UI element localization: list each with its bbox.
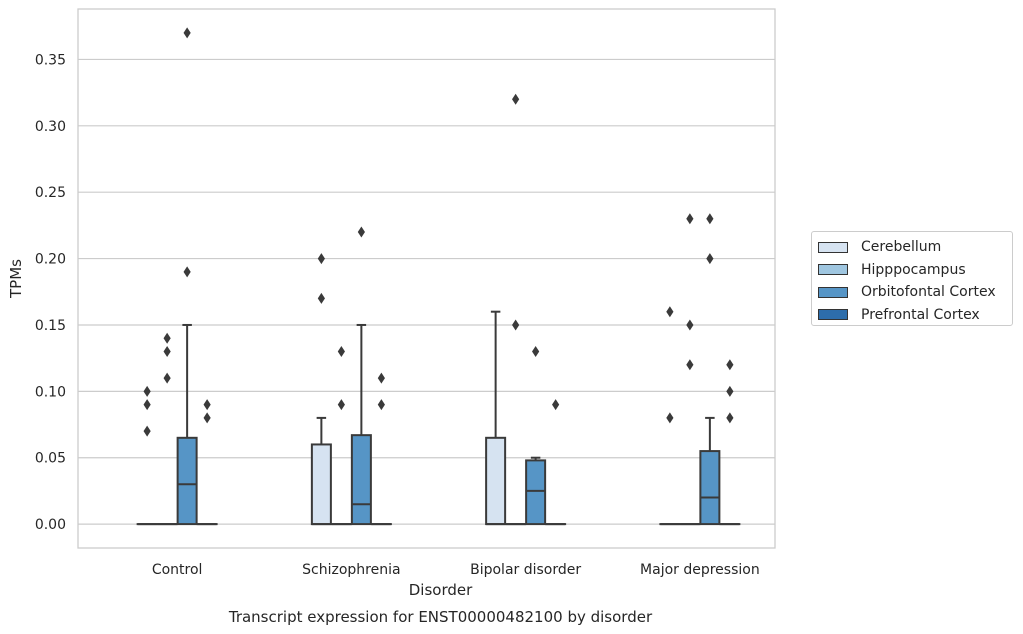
box-cerebellum — [485, 310, 507, 526]
legend: Cerebellum Hipppocampus Orbitofontal Cor… — [811, 231, 1013, 326]
box-body — [350, 434, 372, 526]
box-prefrontal-cortex — [370, 372, 392, 526]
outlier-point — [163, 332, 171, 344]
legend-item-cerebellum: Cerebellum — [818, 236, 1012, 259]
x-tick-label: Bipolar disorder — [470, 562, 581, 578]
outlier-point — [686, 319, 694, 331]
legend-swatch — [818, 286, 848, 298]
outlier-point — [183, 266, 191, 278]
box-orbitofontal-cortex — [176, 27, 198, 526]
y-tick-label: 0.20 — [35, 252, 66, 268]
plot-frame — [77, 8, 776, 549]
outlier-point — [143, 385, 151, 397]
box-hipppocampus — [156, 332, 178, 526]
outlier-point — [726, 412, 734, 424]
outlier-point — [532, 346, 540, 358]
outlier-point — [512, 93, 520, 105]
outlier-point — [686, 213, 694, 225]
outlier-point — [357, 226, 365, 238]
box-cerebellum — [310, 253, 332, 526]
box-body — [176, 436, 198, 526]
box-body — [310, 443, 332, 526]
outlier-point — [163, 372, 171, 384]
box-orbitofontal-cortex — [525, 346, 547, 526]
legend-item-prefrontal-cortex: Prefrontal Cortex — [818, 304, 1012, 327]
outlier-point — [377, 399, 385, 411]
outlier-point — [666, 412, 674, 424]
box-body — [699, 450, 721, 526]
legend-item-hippocampus: Hipppocampus — [818, 259, 1012, 282]
outlier-point — [143, 399, 151, 411]
boxes — [136, 27, 741, 526]
x-axis-title: Disorder — [409, 581, 473, 599]
box-cerebellum — [659, 306, 681, 526]
outlier-point — [706, 213, 714, 225]
y-tick-label: 0.05 — [35, 451, 66, 467]
box-cerebellum — [136, 385, 158, 526]
y-tick-label: 0.10 — [35, 384, 66, 400]
box-hipppocampus — [330, 346, 352, 526]
legend-swatch — [818, 309, 848, 321]
box-hipppocampus — [505, 93, 527, 526]
legend-label: Orbitofontal Cortex — [861, 284, 996, 301]
y-tick-label: 0.15 — [35, 318, 66, 334]
y-tick-labels: 0.00 0.05 0.10 0.15 0.20 0.25 0.30 0.35 — [35, 52, 66, 533]
outlier-point — [317, 292, 325, 304]
outlier-point — [686, 359, 694, 371]
outlier-point — [706, 253, 714, 265]
box-orbitofontal-cortex — [699, 213, 721, 526]
y-axis-title: TPMs — [7, 259, 25, 299]
outlier-point — [512, 319, 520, 331]
box-prefrontal-cortex — [719, 359, 741, 526]
x-tick-label: Control — [152, 562, 203, 578]
box-prefrontal-cortex — [196, 399, 218, 526]
legend-label: Hipppocampus — [861, 261, 966, 278]
outlier-point — [183, 27, 191, 39]
outlier-point — [726, 385, 734, 397]
y-tick-label: 0.35 — [35, 52, 66, 68]
outlier-point — [203, 412, 211, 424]
legend-swatch — [818, 264, 848, 276]
chart-title: Transcript expression for ENST0000048210… — [228, 608, 653, 626]
box-body — [525, 459, 547, 526]
outlier-point — [726, 359, 734, 371]
outlier-point — [666, 306, 674, 318]
outlier-point — [317, 253, 325, 265]
legend-label: Cerebellum — [861, 239, 942, 256]
legend-item-orbitofrontal-cortex: Orbitofontal Cortex — [818, 281, 1012, 304]
outlier-point — [552, 399, 560, 411]
box-hipppocampus — [679, 213, 701, 526]
y-tick-label: 0.30 — [35, 119, 66, 135]
outlier-point — [143, 425, 151, 437]
box-orbitofontal-cortex — [350, 226, 372, 526]
outlier-point — [163, 346, 171, 358]
x-tick-labels: Control Schizophrenia Bipolar disorder Majo… — [152, 562, 760, 578]
box-prefrontal-cortex — [545, 399, 567, 526]
outlier-point — [337, 399, 345, 411]
x-tick-label: Major depression — [640, 562, 760, 578]
box-body — [485, 436, 507, 526]
x-tick-label: Schizophrenia — [302, 562, 400, 578]
outlier-point — [337, 346, 345, 358]
legend-label: Prefrontal Cortex — [861, 306, 980, 323]
y-tick-label: 0.25 — [35, 185, 66, 201]
outlier-point — [203, 399, 211, 411]
legend-swatch — [818, 241, 848, 253]
outlier-point — [377, 372, 385, 384]
y-tick-label: 0.00 — [35, 517, 66, 533]
